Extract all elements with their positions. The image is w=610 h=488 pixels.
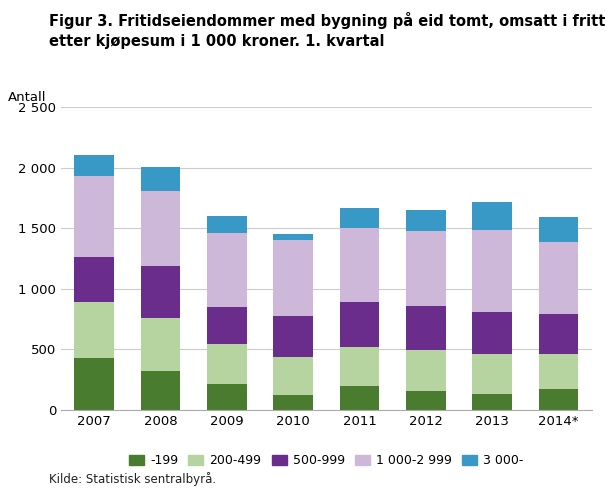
Bar <box>140 266 181 318</box>
Text: Kilde: Statistisk sentralbyrå.: Kilde: Statistisk sentralbyrå. <box>49 471 216 486</box>
Bar <box>207 384 246 410</box>
Bar <box>340 208 379 228</box>
Bar <box>472 312 512 354</box>
Bar <box>472 394 512 410</box>
Text: Figur 3. Fritidseiendommer med bygning på eid tomt, omsatt i fritt salg,
etter k: Figur 3. Fritidseiendommer med bygning p… <box>49 12 610 49</box>
Bar <box>207 233 246 307</box>
Bar <box>140 167 181 191</box>
Bar <box>539 354 578 389</box>
Bar <box>74 258 114 302</box>
Bar <box>340 347 379 386</box>
Bar <box>539 389 578 410</box>
Bar <box>539 242 578 314</box>
Bar <box>74 358 114 410</box>
Bar <box>273 357 313 395</box>
Bar <box>74 302 114 358</box>
Bar <box>340 386 379 410</box>
Bar <box>273 316 313 357</box>
Legend: -199, 200-499, 500-999, 1 000-2 999, 3 000-: -199, 200-499, 500-999, 1 000-2 999, 3 0… <box>124 449 529 472</box>
Bar <box>340 228 379 302</box>
Bar <box>273 241 313 316</box>
Bar <box>74 176 114 258</box>
Bar <box>472 354 512 394</box>
Bar <box>140 318 181 371</box>
Bar <box>539 314 578 354</box>
Bar <box>207 216 246 233</box>
Bar <box>406 391 446 410</box>
Bar <box>273 395 313 410</box>
Bar <box>539 218 578 242</box>
Text: Antall: Antall <box>8 91 46 104</box>
Bar <box>140 191 181 266</box>
Bar <box>207 307 246 344</box>
Bar <box>472 202 512 230</box>
Bar <box>406 231 446 306</box>
Bar <box>340 302 379 347</box>
Bar <box>74 155 114 176</box>
Bar <box>273 234 313 241</box>
Bar <box>406 210 446 231</box>
Bar <box>406 306 446 350</box>
Bar <box>207 344 246 384</box>
Bar <box>140 371 181 410</box>
Bar <box>406 350 446 391</box>
Bar <box>472 230 512 312</box>
